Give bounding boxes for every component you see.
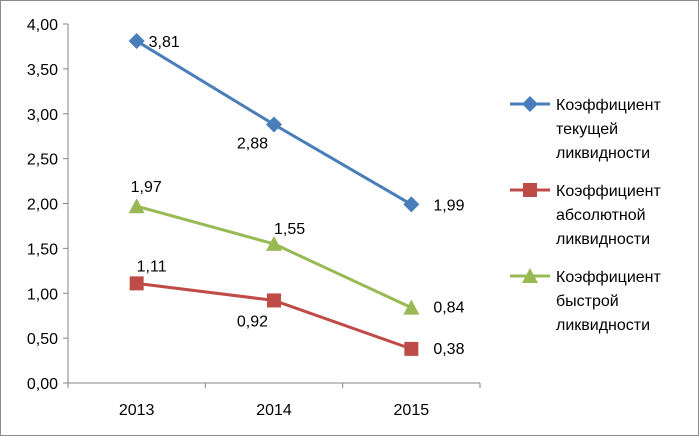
series-3-point-1	[128, 198, 145, 214]
legend-label: текущей	[556, 121, 618, 138]
y-tick-label: 0,50	[27, 331, 58, 348]
y-tick-label: 2,00	[27, 197, 58, 214]
data-label: 1,97	[131, 179, 162, 196]
y-tick-label: 3,00	[27, 107, 58, 124]
y-tick-label: 3,50	[27, 62, 58, 79]
legend-label: ликвидности	[556, 231, 650, 248]
data-label: 1,11	[137, 258, 167, 275]
series-3-point-2	[266, 235, 282, 251]
x-tick-label: 2014	[256, 402, 292, 419]
y-tick-label: 0,00	[27, 376, 58, 393]
legend-marker-2	[523, 183, 537, 197]
x-tick-label: 2013	[119, 402, 155, 419]
legend-label: Коэффициент	[556, 97, 661, 114]
data-label: 1,99	[433, 197, 464, 214]
y-tick-label: 2,50	[27, 152, 58, 169]
series-1-point-1	[128, 33, 145, 50]
legend-label: ликвидности	[556, 145, 650, 162]
series-2-point-1	[129, 276, 144, 291]
legend-marker-1	[522, 96, 538, 112]
data-label: 3,81	[149, 34, 180, 51]
series-2-point-2	[267, 293, 281, 308]
legend-label: быстрой	[556, 293, 619, 310]
series-1-point-2	[266, 116, 282, 133]
legend-label: абсолютной	[556, 207, 646, 224]
series-line-2	[136, 281, 412, 351]
y-tick-label: 1,50	[27, 241, 58, 258]
legend-label: ликвидности	[556, 317, 650, 334]
series-2-point-3	[404, 341, 419, 356]
y-tick-label: 1,00	[27, 286, 58, 303]
data-label: 0,38	[433, 341, 464, 358]
data-label: 1,55	[274, 221, 305, 238]
legend-label: Коэффициент	[556, 183, 661, 200]
legend-marker-3	[522, 268, 538, 283]
series-1-point-3	[403, 196, 420, 213]
y-tick-label: 4,00	[27, 17, 58, 34]
legend-label: Коэффициент	[556, 269, 661, 286]
x-tick-label: 2015	[394, 402, 430, 419]
series-3-point-3	[403, 299, 420, 315]
data-label: 2,88	[237, 136, 268, 153]
data-label: 0,92	[237, 313, 268, 330]
data-label: 0,84	[433, 300, 464, 317]
